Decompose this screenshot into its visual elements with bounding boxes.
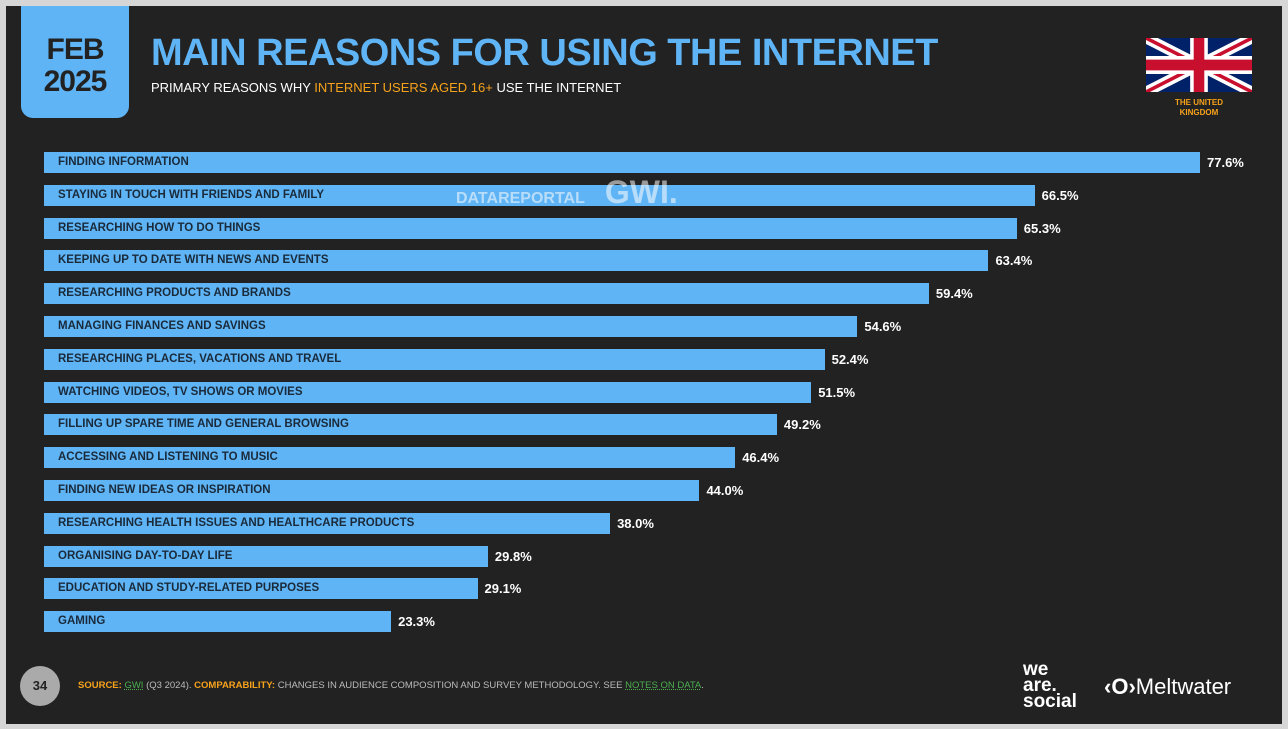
- category-label: GAMING: [58, 615, 106, 627]
- subtitle: PRIMARY REASONS WHY INTERNET USERS AGED …: [151, 80, 621, 95]
- bar: [44, 546, 488, 567]
- country-line1: THE UNITED: [1175, 98, 1223, 107]
- value-label: 65.3%: [1023, 221, 1061, 236]
- value-label: 44.0%: [706, 483, 744, 498]
- bar: [44, 152, 1200, 173]
- meltwater-logo: ‹O›Meltwater: [1104, 674, 1231, 700]
- slide: FEB 2025 MAIN REASONS FOR USING THE INTE…: [6, 6, 1282, 724]
- source-rest: (Q3 2024).: [143, 680, 195, 691]
- value-label: 46.4%: [742, 450, 780, 465]
- value-label: 63.4%: [995, 253, 1033, 268]
- bar: [44, 447, 736, 468]
- page-title: MAIN REASONS FOR USING THE INTERNET: [151, 32, 938, 74]
- meltwater-text: Meltwater: [1135, 674, 1232, 699]
- country-line2: KINGDOM: [1179, 108, 1219, 117]
- category-label: FINDING NEW IDEAS OR INSPIRATION: [58, 484, 271, 496]
- notes-on-data-link[interactable]: NOTES ON DATA: [625, 680, 702, 691]
- bar: [44, 578, 478, 599]
- logo-line: social: [1023, 691, 1077, 712]
- bar: [44, 611, 392, 632]
- category-label: RESEARCHING HOW TO DO THINGS: [58, 222, 261, 234]
- category-label: ORGANISING DAY-TO-DAY LIFE: [58, 550, 233, 562]
- date-year: 2025: [43, 65, 108, 98]
- country-label: THE UNITED KINGDOM: [1156, 98, 1242, 118]
- category-label: RESEARCHING HEALTH ISSUES AND HEALTHCARE…: [58, 517, 415, 529]
- category-label: STAYING IN TOUCH WITH FRIENDS AND FAMILY: [58, 189, 325, 201]
- footer-end: .: [701, 680, 704, 691]
- date-month: FEB: [46, 33, 105, 66]
- category-label: FINDING INFORMATION: [58, 156, 189, 168]
- bar: [44, 283, 929, 304]
- source-label: SOURCE:: [78, 680, 122, 691]
- bar: [44, 250, 989, 271]
- bar: [44, 480, 700, 501]
- value-label: 38.0%: [617, 516, 654, 531]
- bar: [44, 382, 812, 403]
- value-label: 29.8%: [494, 549, 532, 564]
- source-link[interactable]: GWI: [124, 680, 144, 691]
- logo-line: we: [1023, 659, 1049, 680]
- value-label: 49.2%: [783, 417, 821, 432]
- category-label: KEEPING UP TO DATE WITH NEWS AND EVENTS: [58, 254, 329, 266]
- bar: [44, 414, 777, 435]
- category-label: RESEARCHING PRODUCTS AND BRANDS: [58, 287, 291, 299]
- category-label: RESEARCHING PLACES, VACATIONS AND TRAVEL: [58, 353, 342, 365]
- category-label: ACCESSING AND LISTENING TO MUSIC: [58, 451, 278, 463]
- value-label: 66.5%: [1041, 188, 1079, 203]
- subtitle-text: PRIMARY REASONS WHY: [151, 80, 315, 95]
- bar: [44, 185, 1035, 206]
- meltwater-icon: ‹O›: [1104, 674, 1136, 699]
- value-label: 54.6%: [864, 319, 902, 334]
- comparability-text: CHANGES IN AUDIENCE COMPOSITION AND SURV…: [275, 680, 626, 691]
- footer-source: SOURCE: GWI (Q3 2024). COMPARABILITY: CH…: [78, 680, 704, 691]
- value-label: 51.5%: [818, 385, 856, 400]
- bar: [44, 316, 858, 337]
- subtitle-highlight: INTERNET USERS AGED 16+: [314, 80, 493, 95]
- category-label: WATCHING VIDEOS, TV SHOWS OR MOVIES: [58, 386, 303, 398]
- category-label: EDUCATION AND STUDY-RELATED PURPOSES: [58, 582, 320, 594]
- uk-flag-icon: [1146, 38, 1252, 92]
- value-label: 23.3%: [398, 614, 435, 629]
- bar: [44, 513, 611, 534]
- value-label: 59.4%: [935, 286, 973, 301]
- value-label: 29.1%: [484, 581, 522, 596]
- value-label: 52.4%: [831, 352, 869, 367]
- bar-chart: FINDING INFORMATION 77.6% STAYING IN TOUCH…: [6, 6, 1282, 646]
- comparability-label: COMPARABILITY:: [194, 680, 276, 691]
- category-label: FILLING UP SPARE TIME AND GENERAL BROWSI…: [58, 418, 349, 430]
- value-label: 77.6%: [1207, 155, 1244, 170]
- bar: [44, 218, 1017, 239]
- page-number: 34: [20, 666, 60, 706]
- bar: [44, 349, 825, 370]
- logo-line: are.: [1023, 675, 1057, 696]
- subtitle-text-end: USE THE INTERNET: [492, 80, 622, 95]
- category-label: MANAGING FINANCES AND SAVINGS: [58, 320, 266, 332]
- date-badge: FEB 2025: [21, 6, 129, 118]
- we-are-social-logo: we are. social: [1023, 659, 1077, 712]
